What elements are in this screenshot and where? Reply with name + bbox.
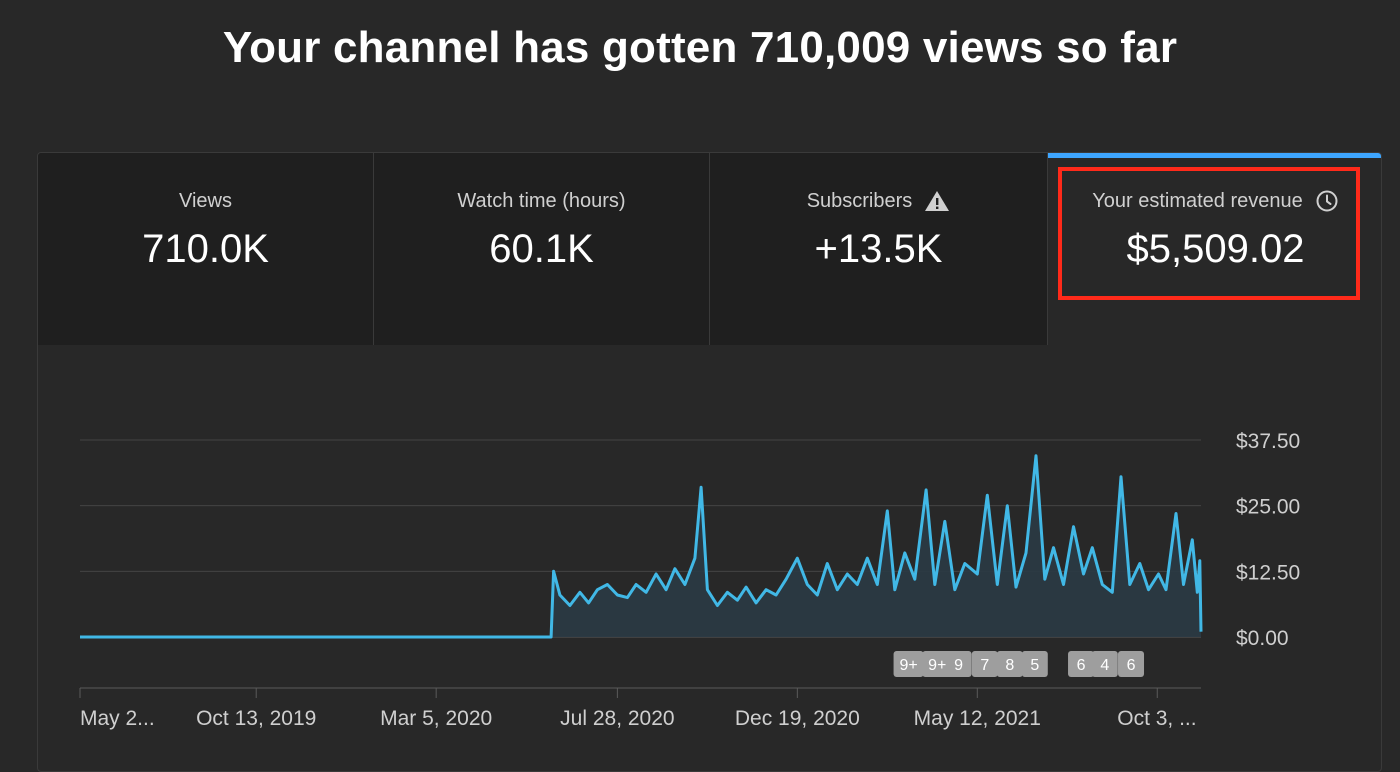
annotation-badge-label: 9: [954, 657, 963, 674]
x-tick-label: Mar 5, 2020: [380, 707, 492, 730]
analytics-card: Views 710.0K Watch time (hours) 60.1K Su…: [37, 152, 1382, 772]
x-tick-label: Dec 19, 2020: [735, 707, 860, 730]
metric-tabs: Views 710.0K Watch time (hours) 60.1K Su…: [38, 153, 1381, 345]
y-tick-label: $0.00: [1236, 627, 1289, 650]
annotation-badge-label: 6: [1077, 657, 1086, 674]
annotation-badge-label: 8: [1005, 657, 1014, 674]
y-tick-label: $37.50: [1236, 430, 1300, 453]
revenue-chart-svg: $37.50$25.00$12.50$0.00 9+ 9+ 9 7 8 5 6 4 6 May …: [79, 430, 1300, 730]
x-tick-label: May 12, 2021: [914, 707, 1041, 730]
y-tick-label: $25.00: [1236, 496, 1300, 519]
annotation-badge-box: [996, 651, 1023, 677]
tab-value: 710.0K: [142, 227, 269, 271]
tab-watch-time[interactable]: Watch time (hours) 60.1K: [374, 153, 710, 345]
x-tick-label: Jul 28, 2020: [560, 707, 674, 730]
tab-label: Views: [179, 190, 232, 212]
tab-estimated-revenue[interactable]: Your estimated revenue $5,509.02: [1048, 153, 1381, 345]
annotation-badge-box: [922, 651, 953, 677]
annotation-badge-label: 5: [1030, 657, 1039, 674]
annotation-badge-label: 6: [1127, 657, 1136, 674]
annotation-badge[interactable]: 7: [971, 651, 998, 677]
annotation-badge[interactable]: 9+: [922, 651, 953, 677]
tab-value: +13.5K: [814, 227, 943, 271]
revenue-chart: $37.50 $25.00 $12.50 $0.00 9+ 9+ 9 7 8 5 6 4 6 May …: [38, 345, 1381, 771]
x-tick-label: May 2...: [80, 707, 155, 730]
clock-icon[interactable]: [1315, 189, 1339, 213]
tab-subscribers[interactable]: Subscribers +13.5K: [710, 153, 1048, 345]
page-headline: Your channel has gotten 710,009 views so…: [222, 23, 1178, 72]
y-tick-label: $12.50: [1236, 561, 1300, 584]
warning-icon[interactable]: [924, 189, 950, 213]
annotation-badge[interactable]: 6: [1118, 651, 1145, 677]
revenue-series-line: [80, 454, 1203, 639]
annotation-badge-label: 4: [1100, 657, 1109, 674]
annotation-badge[interactable]: 9: [945, 651, 972, 677]
annotation-badge-box: [945, 651, 972, 677]
annotation-badge-box: [893, 651, 924, 677]
annotation-badge-box: [1118, 651, 1145, 677]
tab-label: Watch time (hours): [457, 190, 626, 212]
tab-label-row: Subscribers: [710, 189, 1047, 213]
annotation-badge[interactable]: 8: [996, 651, 1023, 677]
tab-value: $5,509.02: [1126, 227, 1305, 271]
annotation-badge[interactable]: 5: [1021, 651, 1048, 677]
annotation-badge-box: [1091, 651, 1118, 677]
annotation-badge-box: [1068, 651, 1095, 677]
annotation-badge-label: 9+: [899, 657, 917, 674]
tab-label: Subscribers: [806, 190, 913, 212]
x-tick-label: Oct 3, ...: [1117, 707, 1196, 730]
tab-label-inline: Subscribers: [807, 189, 951, 213]
tab-views[interactable]: Views 710.0K: [38, 153, 374, 345]
x-tick-label: Oct 13, 2019: [196, 707, 316, 730]
annotation-badge-label: 9+: [928, 657, 946, 674]
annotation-badge-box: [971, 651, 998, 677]
annotation-badge[interactable]: 9+: [893, 651, 924, 677]
annotation-badge-box: [1021, 651, 1048, 677]
revenue-area-fill: [80, 455, 1201, 637]
tab-label-inline: Your estimated revenue: [1092, 189, 1339, 213]
annotation-badge-label: 7: [980, 657, 989, 674]
annotation-badge[interactable]: 6: [1068, 651, 1095, 677]
tab-label: Your estimated revenue: [1092, 190, 1303, 212]
annotation-badge[interactable]: 4: [1091, 651, 1118, 677]
tab-label-row: Your estimated revenue: [1048, 189, 1381, 213]
selected-tab-indicator: [1048, 153, 1381, 158]
tab-value: 60.1K: [489, 227, 594, 271]
